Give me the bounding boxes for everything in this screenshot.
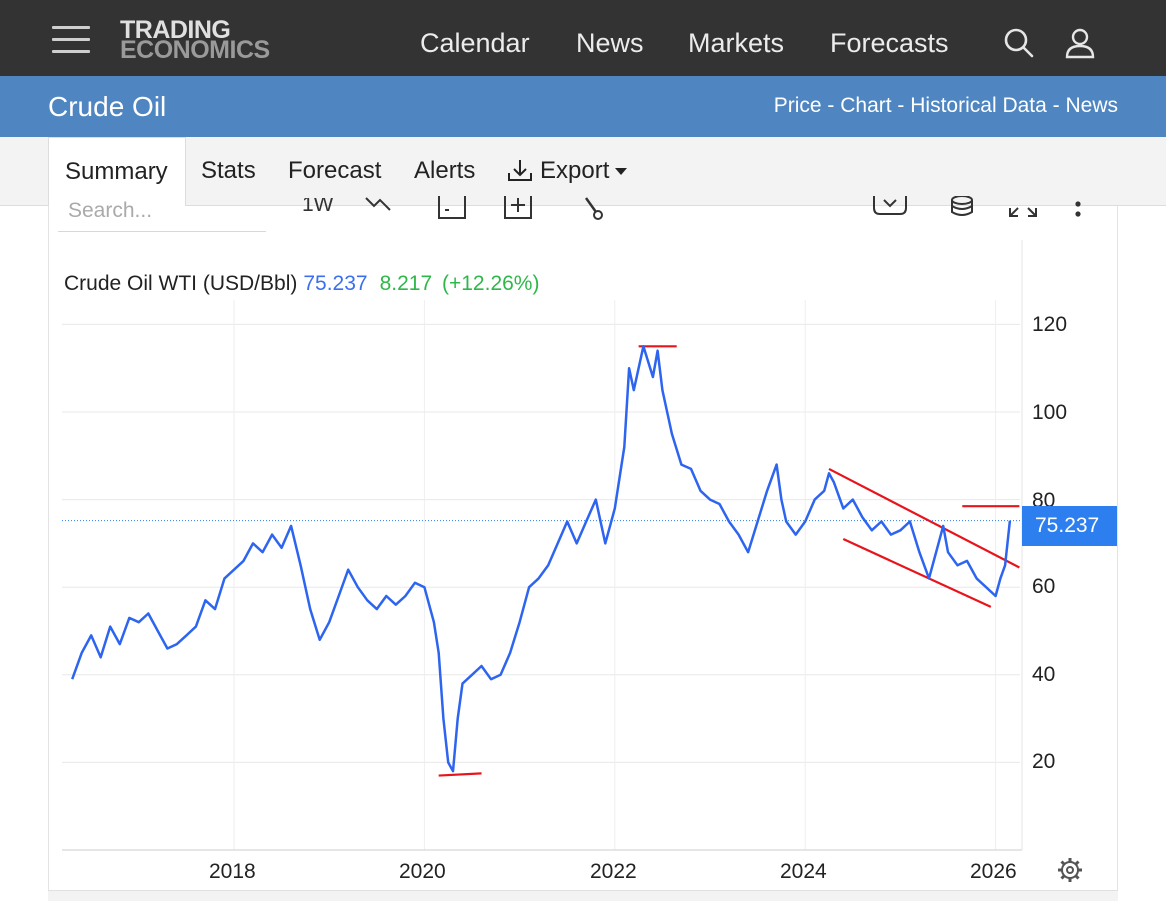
logo-line2: ECONOMICS [120,36,270,64]
trendline-low-2020 [438,772,482,777]
tab-stats[interactable]: Stats [201,157,256,184]
y-tick-label: 40 [1032,663,1056,686]
page-title: Crude Oil [48,91,167,122]
x-tick-label: 2026 [970,860,1017,883]
search-input[interactable] [58,196,258,226]
chart-panel [48,206,1118,901]
line-type-icon[interactable] [364,196,392,221]
chart-grid [62,240,1023,851]
nav-forecasts[interactable]: Forecasts [830,28,949,58]
logo[interactable]: TRADING ECONOMICS [120,16,270,64]
more-icon[interactable] [1072,196,1084,227]
menu-icon[interactable] [52,26,90,56]
user-icon[interactable] [1064,26,1098,60]
link-price[interactable]: Price [773,94,822,117]
panel-footer [48,890,1118,901]
download-icon [508,160,532,181]
tabs-bar: Summary Stats Forecast Alerts Export [0,137,1166,207]
caret-down-icon [615,168,628,175]
top-navbar: TRADING ECONOMICS Calendar News Markets … [0,0,1166,76]
x-tick-label: 2018 [209,860,256,883]
draw-tool-icon[interactable] [584,196,608,227]
instrument-links: Price - Chart - Historical Data - News [774,94,1118,118]
logo-line1: TRADING [120,16,231,44]
trendline-resistance [828,467,1020,569]
x-tick-label: 2022 [590,860,637,883]
symbol-search[interactable] [58,196,266,232]
current-price-badge: 75.237 [1022,506,1117,546]
chart-legend: Crude Oil WTI (USD/Bbl) 75.237 8.217 (+12.… [64,272,539,296]
nav-calendar[interactable]: Calendar [420,28,530,58]
chart-series [71,345,1012,773]
legend-change: 8.217 [379,272,433,295]
tab-forecast[interactable]: Forecast [288,157,382,184]
search-icon[interactable] [1002,26,1036,60]
series-label: Crude Oil WTI (USD/Bbl) [64,272,298,295]
chart-annotations [438,345,1020,777]
tab-export[interactable]: Export [506,157,629,185]
x-tick-label: 2024 [780,860,827,883]
trendline-support [842,538,992,608]
y-tick-label: 120 [1032,313,1068,336]
tab-export-label: Export [540,157,610,184]
y-tick-label: 100 [1032,401,1068,424]
interval-selector[interactable]: 1W [302,198,334,216]
nav-markets[interactable]: Markets [688,28,785,58]
legend-change-pct: (+12.26%) [442,272,540,295]
link-historical-data[interactable]: Historical Data [910,94,1047,117]
link-separator: - [1046,94,1066,117]
y-tick-label: 60 [1032,575,1056,598]
link-separator: - [891,94,911,117]
instrument-header: Crude Oil Price - Chart - Historical Dat… [0,76,1166,137]
database-icon[interactable] [950,195,976,225]
fullscreen-icon[interactable] [1008,196,1038,223]
tab-summary[interactable]: Summary [48,137,186,207]
x-tick-label: 2020 [399,860,446,883]
tab-alerts[interactable]: Alerts [414,157,476,184]
price-line [71,345,1012,773]
link-chart[interactable]: Chart [840,94,892,117]
link-separator: - [821,94,841,117]
legend-last-price: 75.237 [303,272,368,295]
download-icon[interactable] [872,196,908,223]
y-tick-label: 20 [1032,750,1056,773]
nav-news[interactable]: News [576,28,644,58]
link-news[interactable]: News [1065,94,1118,117]
gear-icon[interactable] [1056,856,1084,889]
